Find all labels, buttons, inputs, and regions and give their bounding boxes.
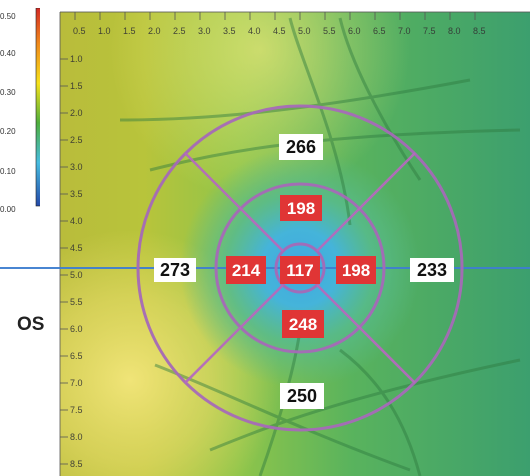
outer-inferior-label-bg [280,383,324,409]
top-ruler-tick: 5.0 [298,26,311,36]
left-ruler-tick: 3.0 [70,162,83,172]
top-ruler-tick: 0.5 [73,26,86,36]
outer-ring [136,104,464,432]
grid-diagonal-inner [240,284,284,328]
top-ruler-tick: 2.5 [173,26,186,36]
outer-temporal-label-bg [410,258,454,282]
left-ruler-tick: 8.5 [70,459,83,469]
left-ruler-tick: 2.5 [70,135,83,145]
top-ruler-tick: 4.0 [248,26,261,36]
top-ruler-tick: 7.0 [398,26,411,36]
top-ruler-tick: 4.5 [273,26,286,36]
thickness-color-scale [35,8,40,207]
outer-superior-label-bg [279,134,323,160]
outer-inferior-value: 250 [287,386,317,406]
colorbar-label: 0.10 [0,167,16,176]
left-ruler-tick: 1.0 [70,54,83,64]
inner-nasal-value: 214 [232,261,261,280]
left-ruler-tick: 5.5 [70,297,83,307]
middle-ring [214,182,386,354]
colorbar-label: 0.20 [0,127,16,136]
left-ruler-tick: 5.0 [70,270,83,280]
left-ruler-tick: 4.0 [70,216,83,226]
left-ruler-tick: 1.5 [70,81,83,91]
colorbar-label: 0.30 [0,88,16,97]
colorbar-label: 0.00 [0,205,16,214]
inner-temporal-label-bg [336,256,376,284]
top-ruler-tick: 6.0 [348,26,361,36]
top-ruler-tick: 8.5 [473,26,486,36]
colorbar-label: 0.50 [0,12,16,21]
top-ruler-tick: 1.0 [98,26,111,36]
grid-diagonal-inner [240,208,284,252]
inner-inferior-label-bg [282,310,324,338]
outer-nasal-label-bg [154,258,196,282]
grid-diagonal [184,326,242,384]
inner-temporal-value: 198 [342,261,370,280]
eye-label: OS [17,314,45,335]
grid-diagonal-inner [316,284,360,328]
inner-superior-value: 198 [287,199,315,218]
central-ring [274,242,326,294]
grid-diagonal [358,326,416,384]
left-ruler-tick: 8.0 [70,432,83,442]
left-ruler-tick: 2.0 [70,108,83,118]
top-ruler-tick: 8.0 [448,26,461,36]
inner-inferior-value: 248 [289,315,317,334]
left-ruler-tick: 6.0 [70,324,83,334]
outer-superior-value: 266 [286,137,316,157]
top-ruler-tick: 3.0 [198,26,211,36]
grid-diagonal [358,152,416,210]
center-label-bg [280,256,320,284]
left-ruler-tick: 7.0 [70,378,83,388]
grid-diagonal-inner [316,208,360,252]
inner-superior-label-bg [280,195,322,221]
outer-temporal-value: 233 [417,260,447,280]
top-ruler-tick: 1.5 [123,26,136,36]
inner-nasal-label-bg [226,256,266,284]
left-ruler-tick: 4.5 [70,243,83,253]
outer-nasal-value: 273 [160,260,190,280]
left-ruler-tick: 6.5 [70,351,83,361]
left-ruler-tick: 3.5 [70,189,83,199]
left-ruler-tick: 7.5 [70,405,83,415]
grid-diagonal [184,152,242,210]
top-ruler-tick: 5.5 [323,26,336,36]
center-value: 117 [286,261,313,280]
top-ruler-tick: 7.5 [423,26,436,36]
top-ruler-tick: 6.5 [373,26,386,36]
top-ruler-tick: 2.0 [148,26,161,36]
top-ruler-tick: 3.5 [223,26,236,36]
colorbar-label: 0.40 [0,49,16,58]
